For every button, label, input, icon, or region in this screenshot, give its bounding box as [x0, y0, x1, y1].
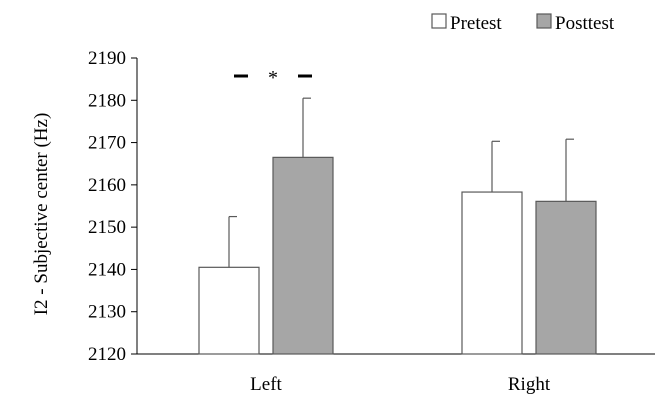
y-tick-label: 2160	[88, 175, 126, 196]
y-tick-label: 2170	[88, 133, 126, 154]
bar-posttest-right	[535, 200, 597, 355]
legend-swatch-posttest	[536, 13, 552, 29]
legend: Pretest Posttest	[431, 13, 615, 34]
legend-label-pretest: Pretest	[450, 13, 502, 34]
bar-pretest-right	[461, 191, 523, 355]
significance-marker: *	[268, 67, 278, 89]
labels: Left Right *	[234, 67, 551, 395]
x-category-label: Left	[250, 374, 282, 395]
legend-label-posttest: Posttest	[555, 13, 615, 34]
axes: 2120 2130 2140 2150 2160 2170 2180 2190 I2 - Sub…	[31, 48, 655, 365]
y-tick-label: 2150	[88, 217, 126, 238]
y-tick-label: 2140	[88, 259, 126, 280]
bar-posttest-left	[272, 156, 334, 355]
bar-pretest-left	[198, 266, 260, 355]
x-category-label: Right	[508, 374, 551, 395]
y-axis-title: I2 - Subjective center (Hz)	[31, 113, 52, 316]
bars	[198, 97, 597, 355]
legend-swatch-pretest	[431, 13, 447, 29]
y-tick-label: 2130	[88, 302, 126, 323]
y-tick-label: 2190	[88, 48, 126, 69]
y-tick-label: 2180	[88, 90, 126, 111]
y-tick-label: 2120	[88, 344, 126, 365]
